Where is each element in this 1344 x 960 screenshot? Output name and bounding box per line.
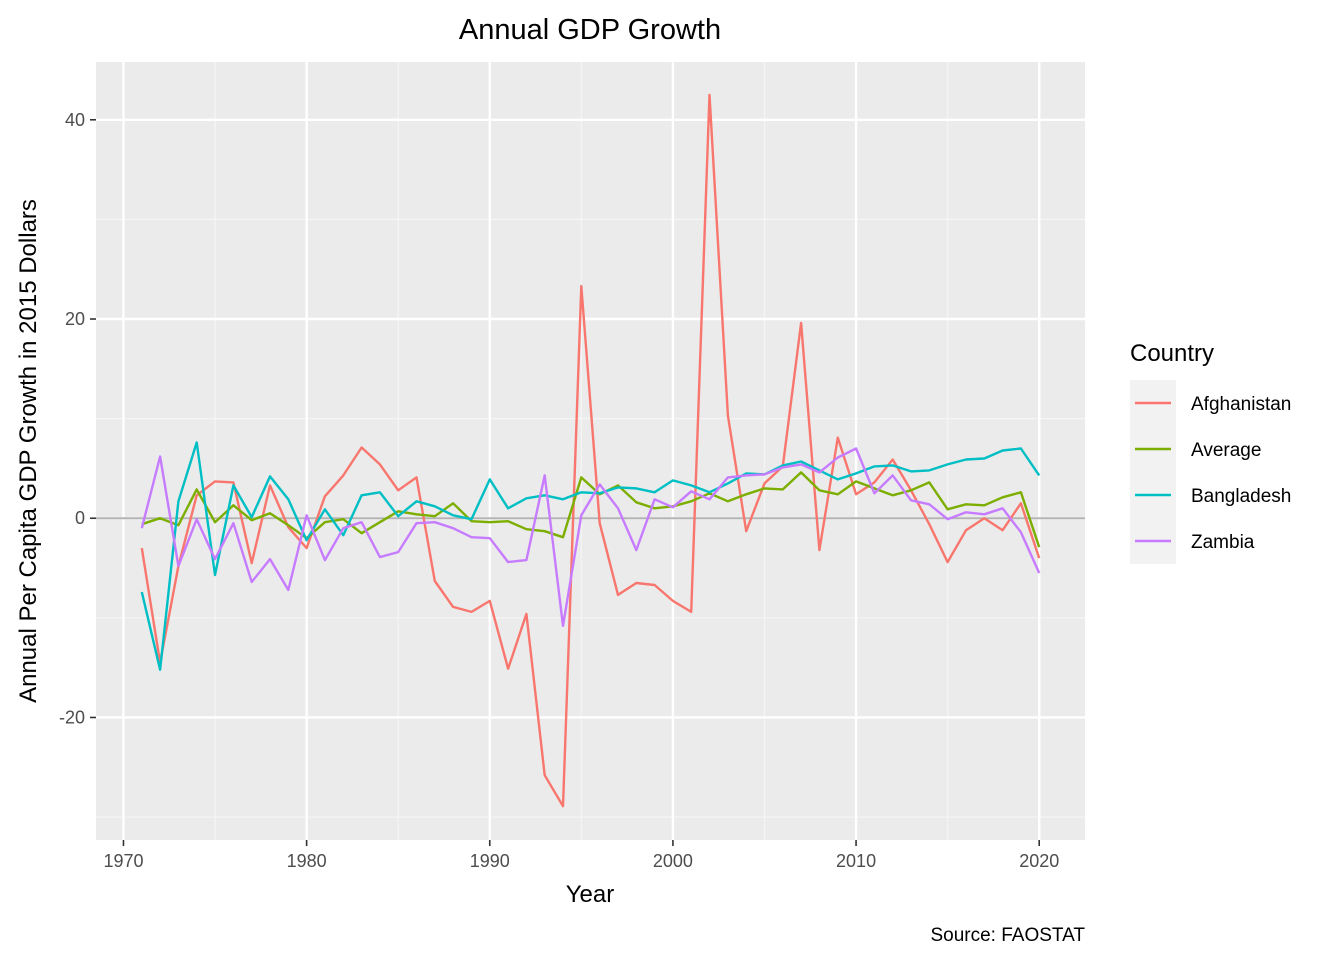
legend-label: Bangladesh	[1191, 486, 1291, 507]
series-lines	[140, 93, 1041, 808]
legend-item-average: Average	[1130, 426, 1261, 472]
x-tick-label: 1990	[470, 851, 510, 871]
legend-item-zambia: Zambia	[1130, 518, 1255, 564]
y-axis-title: Annual Per Capita GDP Growth in 2015 Dol…	[15, 199, 42, 703]
x-tick-label: 2010	[836, 851, 876, 871]
x-tick-label: 2000	[653, 851, 693, 871]
series-line-average	[141, 471, 1041, 548]
x-axis-title: Year	[566, 881, 615, 908]
y-tick-label: 40	[65, 110, 85, 130]
legend-item-bangladesh: Bangladesh	[1130, 472, 1291, 518]
y-tick-label: 20	[65, 309, 85, 329]
caption: Source: FAOSTAT	[930, 925, 1085, 946]
y-tick-label: -20	[59, 707, 85, 727]
legend-label: Zambia	[1191, 532, 1255, 553]
series-line-afghanistan	[140, 93, 1041, 808]
legend: Country Afghanistan Average Bangladesh Zamb…	[1130, 340, 1291, 564]
legend-items: Afghanistan Average Bangladesh Zambia	[1130, 380, 1291, 564]
x-tick-label: 1970	[103, 851, 143, 871]
x-axis: 1970 1980 1990 2000 2010 2020	[103, 840, 1059, 871]
legend-label: Average	[1191, 440, 1261, 461]
minor-grid	[96, 62, 1085, 840]
chart-title: Annual GDP Growth	[459, 14, 721, 46]
series-line-zambia	[140, 447, 1041, 627]
y-axis: -20 0 20 40	[59, 110, 96, 727]
legend-item-afghanistan: Afghanistan	[1130, 380, 1291, 426]
legend-title: Country	[1130, 340, 1214, 367]
legend-label: Afghanistan	[1191, 394, 1291, 415]
y-tick-label: 0	[75, 508, 85, 528]
x-tick-label: 2020	[1019, 851, 1059, 871]
series-line-bangladesh	[140, 441, 1041, 671]
plot-panel	[96, 62, 1085, 840]
x-tick-label: 1980	[287, 851, 327, 871]
